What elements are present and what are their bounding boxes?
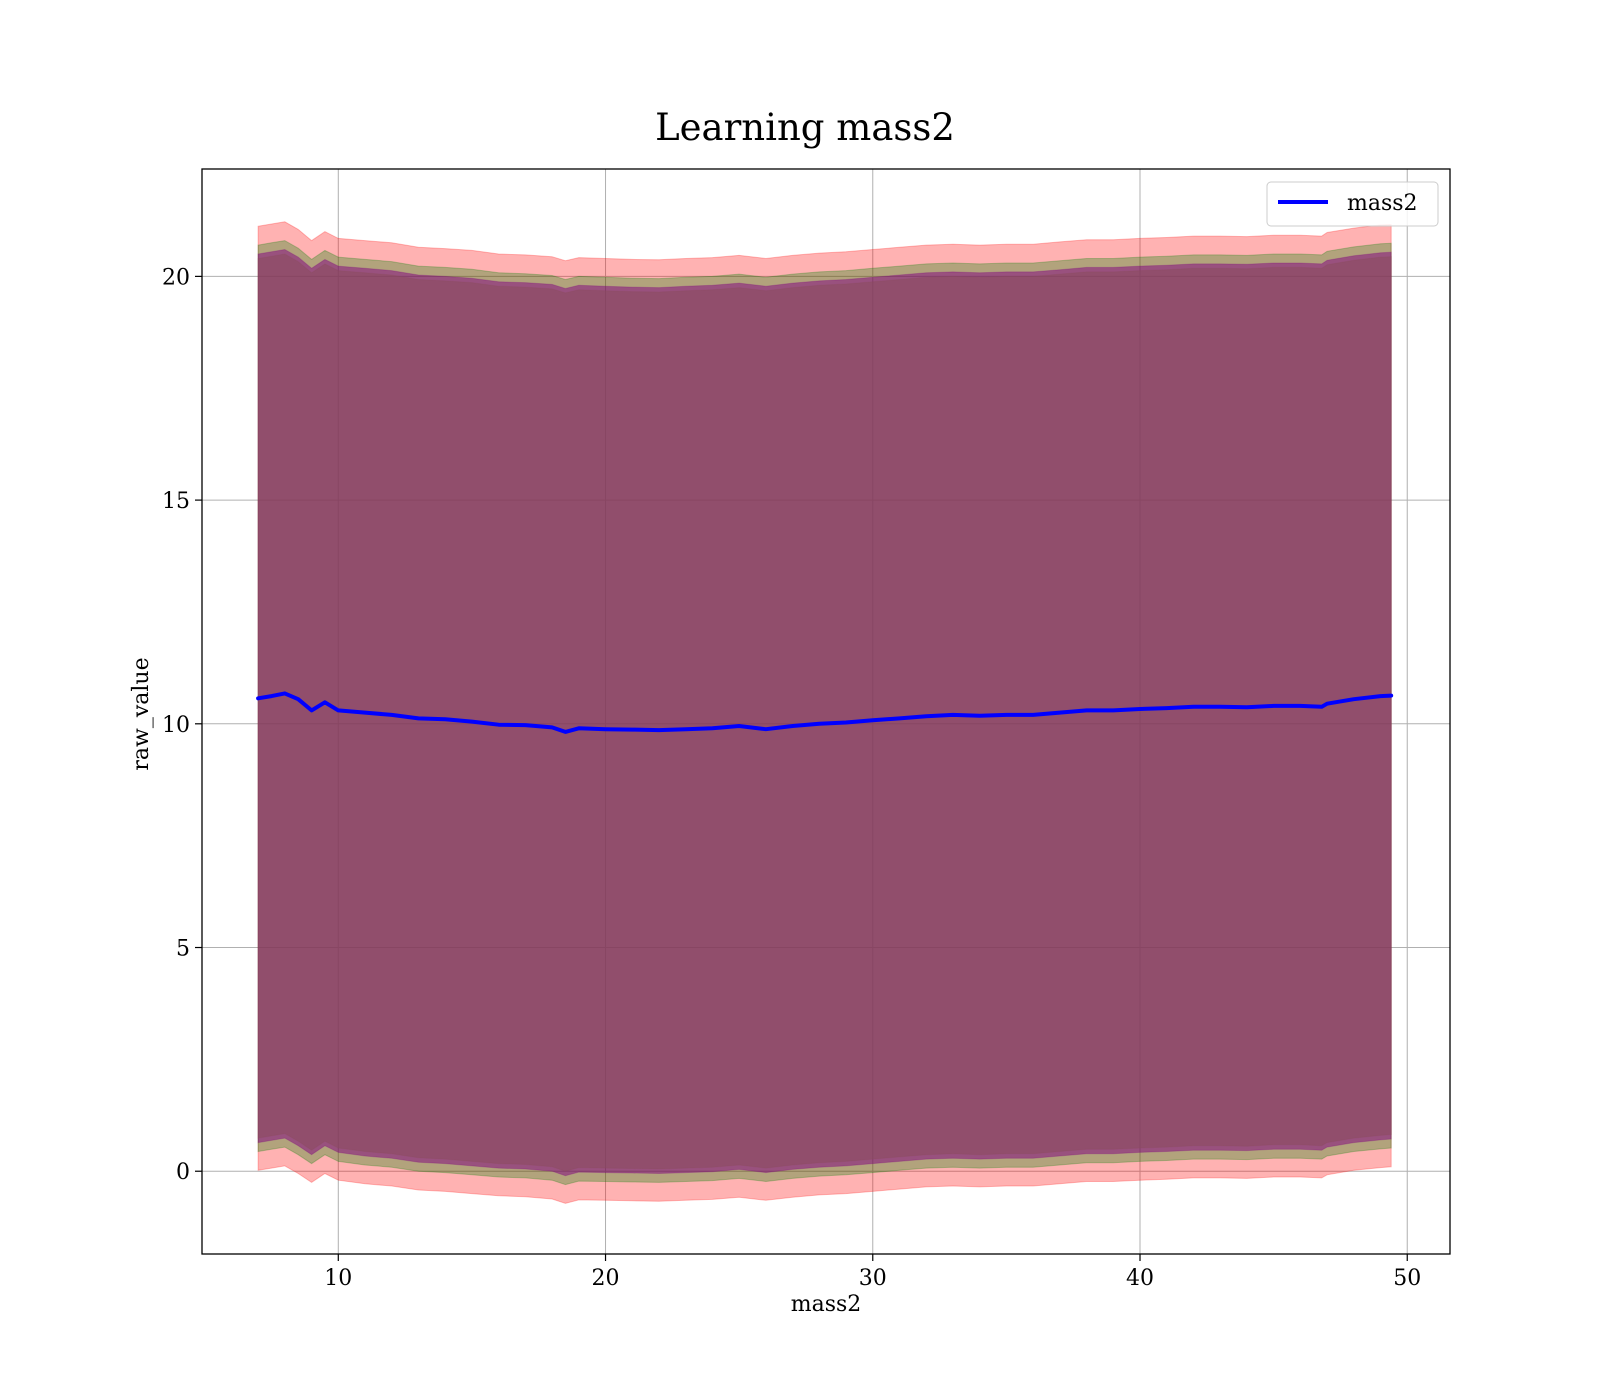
plot-area-frame xyxy=(201,168,1451,1255)
y-axis-ticks: 0 5 10 15 20 xyxy=(162,265,202,1185)
x-tick-label-20: 20 xyxy=(592,1266,620,1291)
y-tick-label-20: 20 xyxy=(162,265,190,290)
y-tick-label-10: 10 xyxy=(162,713,190,738)
y-tick-label-0: 0 xyxy=(176,1160,190,1185)
x-tick-label-10: 10 xyxy=(324,1266,352,1291)
x-tick-label-40: 40 xyxy=(1126,1266,1154,1291)
y-tick-label-5: 5 xyxy=(176,937,190,962)
x-tick-label-30: 30 xyxy=(859,1266,887,1291)
x-tick-label-50: 50 xyxy=(1393,1266,1421,1291)
y-tick-label-15: 15 xyxy=(162,489,190,514)
series-lines xyxy=(256,691,1394,734)
confidence-bands xyxy=(257,221,1392,1204)
series-line-mass2 xyxy=(256,691,1394,734)
legend-entry-mass2: mass2 xyxy=(1347,191,1418,216)
legend: mass2 xyxy=(1266,181,1439,227)
band-3 xyxy=(257,253,1392,1172)
x-axis-ticks: 10 20 30 40 50 xyxy=(324,1254,1421,1291)
chart-title: Learning mass2 xyxy=(655,106,955,149)
legend-box xyxy=(1266,181,1439,227)
y-axis-label: raw_value xyxy=(129,657,154,770)
x-axis-label: mass2 xyxy=(791,1292,862,1317)
